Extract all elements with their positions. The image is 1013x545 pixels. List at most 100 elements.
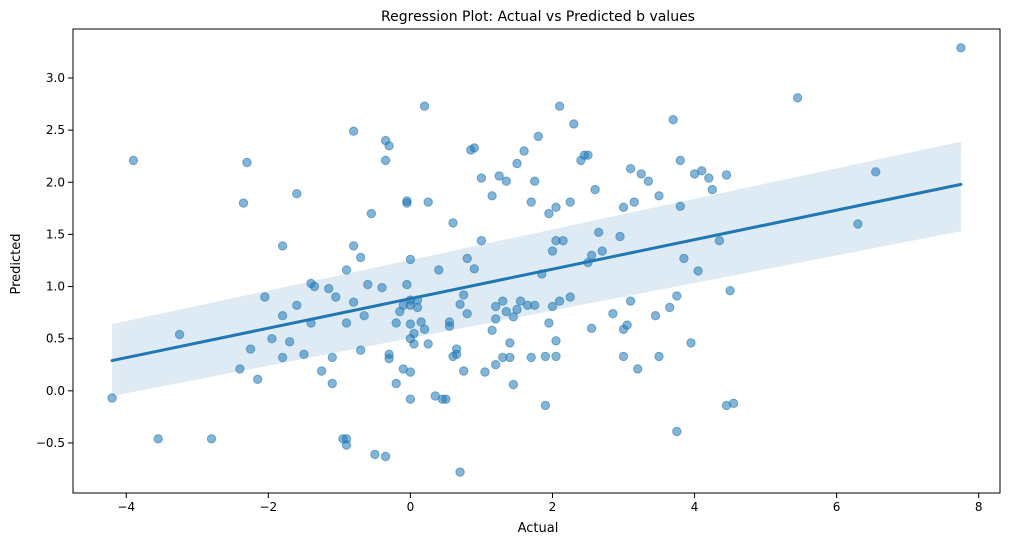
- scatter-point: [615, 231, 625, 242]
- scatter-point: [384, 353, 394, 364]
- scatter-point: [469, 264, 479, 274]
- scatter-point: [384, 141, 394, 151]
- scatter-point: [469, 143, 479, 153]
- scatter-point: [633, 364, 643, 374]
- scatter-point: [505, 338, 515, 348]
- regression-line: [110, 182, 963, 363]
- scatter-point: [476, 236, 487, 246]
- scatter-point: [299, 349, 309, 359]
- scatter-point: [728, 398, 739, 408]
- scatter-point: [501, 306, 511, 317]
- scatter-point: [462, 253, 472, 264]
- y-tick-label: 1.5: [46, 227, 65, 241]
- y-tick-label: 0.0: [46, 384, 65, 398]
- plot-frame: [72, 28, 1001, 494]
- scatter-point: [505, 352, 515, 363]
- scatter-point: [551, 351, 561, 362]
- scatter-point: [324, 283, 334, 294]
- scatter-point: [597, 246, 607, 256]
- scatter-point: [498, 296, 508, 306]
- scatter-point: [672, 291, 682, 301]
- scatter-point: [565, 292, 575, 302]
- scatter-point: [501, 176, 511, 186]
- scatter-point: [594, 227, 604, 238]
- scatter-point: [725, 286, 735, 296]
- scatter-point: [526, 197, 536, 207]
- scatter-point: [316, 366, 327, 376]
- scatter-point: [643, 176, 654, 186]
- scatter-point: [405, 254, 416, 265]
- scatter-point: [402, 279, 412, 290]
- scatter-point: [402, 198, 412, 208]
- scatter-point: [370, 449, 380, 460]
- scatter-point: [455, 467, 465, 477]
- scatter-point: [679, 253, 689, 264]
- scatter-point: [260, 292, 270, 302]
- scatter-point: [277, 311, 288, 321]
- scatter-point: [356, 345, 366, 355]
- scatter-point: [853, 219, 863, 229]
- scatter-point: [174, 329, 185, 340]
- scatter-point: [235, 364, 245, 374]
- confidence-band-layer: [112, 141, 961, 396]
- scatter-point: [292, 189, 302, 199]
- scatter-point: [476, 173, 487, 183]
- scatter-point: [714, 236, 725, 246]
- scatter-point: [455, 299, 465, 309]
- scatter-point: [253, 374, 263, 384]
- scatter-point: [491, 314, 501, 324]
- scatter-point: [668, 115, 678, 125]
- scatter-point: [515, 296, 526, 306]
- scatter-point: [451, 349, 462, 359]
- scatter-point: [540, 351, 551, 362]
- scatter-point: [586, 323, 597, 333]
- x-tick-label: −2: [259, 500, 277, 514]
- scatter-point: [206, 434, 217, 444]
- scatter-point: [380, 155, 391, 166]
- scatter-point: [419, 324, 430, 334]
- scatter-point: [277, 352, 288, 363]
- scatter-point: [491, 301, 501, 312]
- scatter-point: [107, 393, 117, 403]
- y-tick-label: 1.0: [46, 280, 65, 294]
- scatter-point: [512, 158, 522, 169]
- scatter-point: [242, 157, 252, 168]
- scatter-point: [675, 155, 685, 166]
- scatter-point: [405, 394, 416, 404]
- y-tick-label: 2.0: [46, 175, 65, 189]
- scatter-point: [331, 292, 341, 302]
- scatter-point: [686, 338, 696, 348]
- scatter-point: [721, 170, 732, 180]
- scatter-point: [245, 344, 256, 354]
- scatter-point: [871, 167, 881, 177]
- scatter-point: [530, 176, 540, 186]
- scatter-point: [618, 351, 629, 362]
- scatter-point: [530, 300, 540, 310]
- scatter-points-layer: [107, 43, 966, 477]
- scatter-point: [434, 265, 444, 275]
- scatter-point: [366, 208, 376, 219]
- scatter-point: [625, 296, 636, 306]
- y-tick-label: 3.0: [46, 71, 65, 85]
- scatter-point: [519, 146, 529, 156]
- scatter-point: [341, 265, 352, 275]
- scatter-point: [441, 394, 451, 404]
- scatter-point: [348, 126, 359, 136]
- scatter-point: [569, 119, 579, 129]
- scatter-point: [586, 250, 597, 261]
- scatter-point: [359, 311, 369, 321]
- regression-line-layer: [110, 182, 963, 363]
- y-tick-label: −0.5: [36, 436, 65, 450]
- scatter-point: [654, 191, 664, 201]
- scatter-point: [238, 198, 249, 208]
- scatter-point: [267, 334, 277, 344]
- scatter-point: [277, 241, 288, 251]
- scatter-point: [491, 360, 501, 370]
- scatter-point: [533, 131, 543, 142]
- scatter-point: [409, 339, 419, 349]
- scatter-point: [419, 101, 430, 111]
- scatter-point: [341, 318, 352, 328]
- x-tick-label: 0: [407, 500, 415, 514]
